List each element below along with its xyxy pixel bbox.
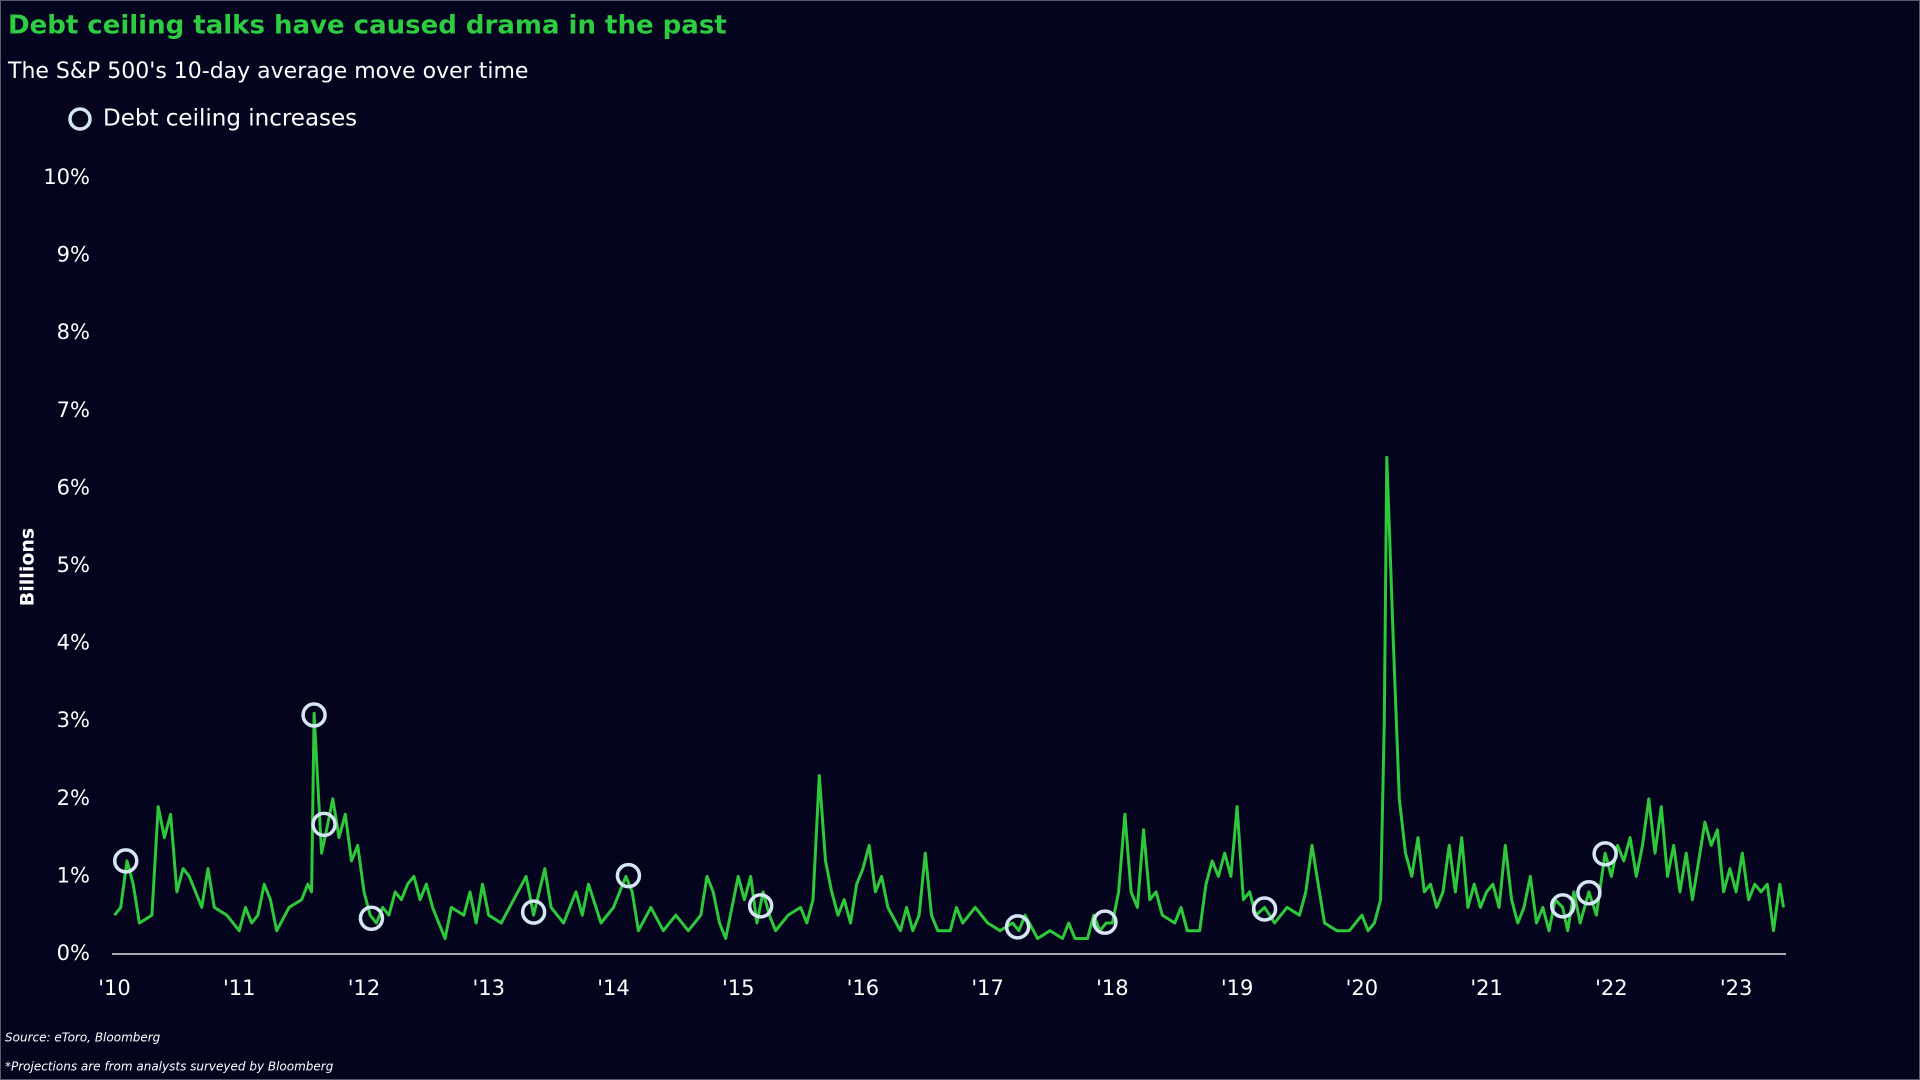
x-tick-label: '21 — [1470, 976, 1503, 1000]
data-line — [113, 455, 1785, 940]
x-tick-label: '20 — [1346, 976, 1379, 1000]
y-tick-label: 5% — [57, 553, 90, 577]
x-tick-label: '19 — [1221, 976, 1254, 1000]
debt-ceiling-marker — [747, 893, 774, 919]
x-tick-label: '16 — [847, 976, 880, 1000]
legend-label: Debt ceiling increases — [103, 106, 357, 132]
debt-ceiling-marker — [301, 702, 327, 728]
x-tick-label: '18 — [1096, 976, 1129, 1000]
legend-marker — [68, 107, 92, 131]
x-tick-label: '22 — [1595, 976, 1628, 1000]
x-tick-label: '13 — [472, 976, 505, 1000]
y-tick-label: 0% — [57, 941, 90, 965]
debt-ceiling-marker — [520, 899, 547, 925]
x-tick-label: '14 — [597, 976, 630, 1000]
debt-ceiling-marker — [1576, 879, 1602, 906]
y-tick-label: 1% — [57, 863, 90, 887]
x-tick-label: '15 — [722, 976, 755, 1000]
debt-ceiling-marker — [1251, 896, 1278, 922]
y-tick-label: 3% — [57, 708, 90, 732]
y-tick-label: 8% — [57, 320, 90, 344]
debt-ceiling-marker — [112, 848, 139, 874]
debt-ceiling-marker — [1592, 841, 1618, 867]
x-tick-label: '12 — [348, 976, 381, 1000]
chart-title: Debt ceiling talks have caused drama in … — [8, 11, 727, 41]
y-tick-label: 10% — [43, 165, 90, 189]
x-tick-label: '11 — [223, 976, 256, 1000]
debt-ceiling-marker — [358, 905, 385, 932]
debt-ceiling-marker — [1092, 909, 1118, 935]
debt-ceiling-marker — [615, 862, 642, 889]
source: Source: eToro, Bloomberg — [5, 1031, 161, 1045]
y-tick-label: 4% — [57, 631, 90, 655]
y-axis-label: Billions — [17, 528, 39, 606]
debt-ceiling-marker — [1004, 914, 1031, 940]
x-tick-label: '23 — [1720, 976, 1753, 1000]
note: *Projections are from analysts surveyed … — [5, 1060, 334, 1074]
y-tick-label: 2% — [57, 786, 90, 810]
y-tick-label: 9% — [57, 243, 90, 267]
chart-subtitle: The S&P 500's 10-day average move over t… — [7, 59, 528, 84]
y-tick-label: 6% — [57, 475, 90, 499]
debt-ceiling-marker — [311, 811, 337, 838]
x-tick-label: '17 — [971, 976, 1004, 1000]
debt-ceiling-marker — [1549, 893, 1576, 919]
y-tick-label: 7% — [57, 398, 90, 422]
x-tick-label: '10 — [98, 976, 131, 1000]
